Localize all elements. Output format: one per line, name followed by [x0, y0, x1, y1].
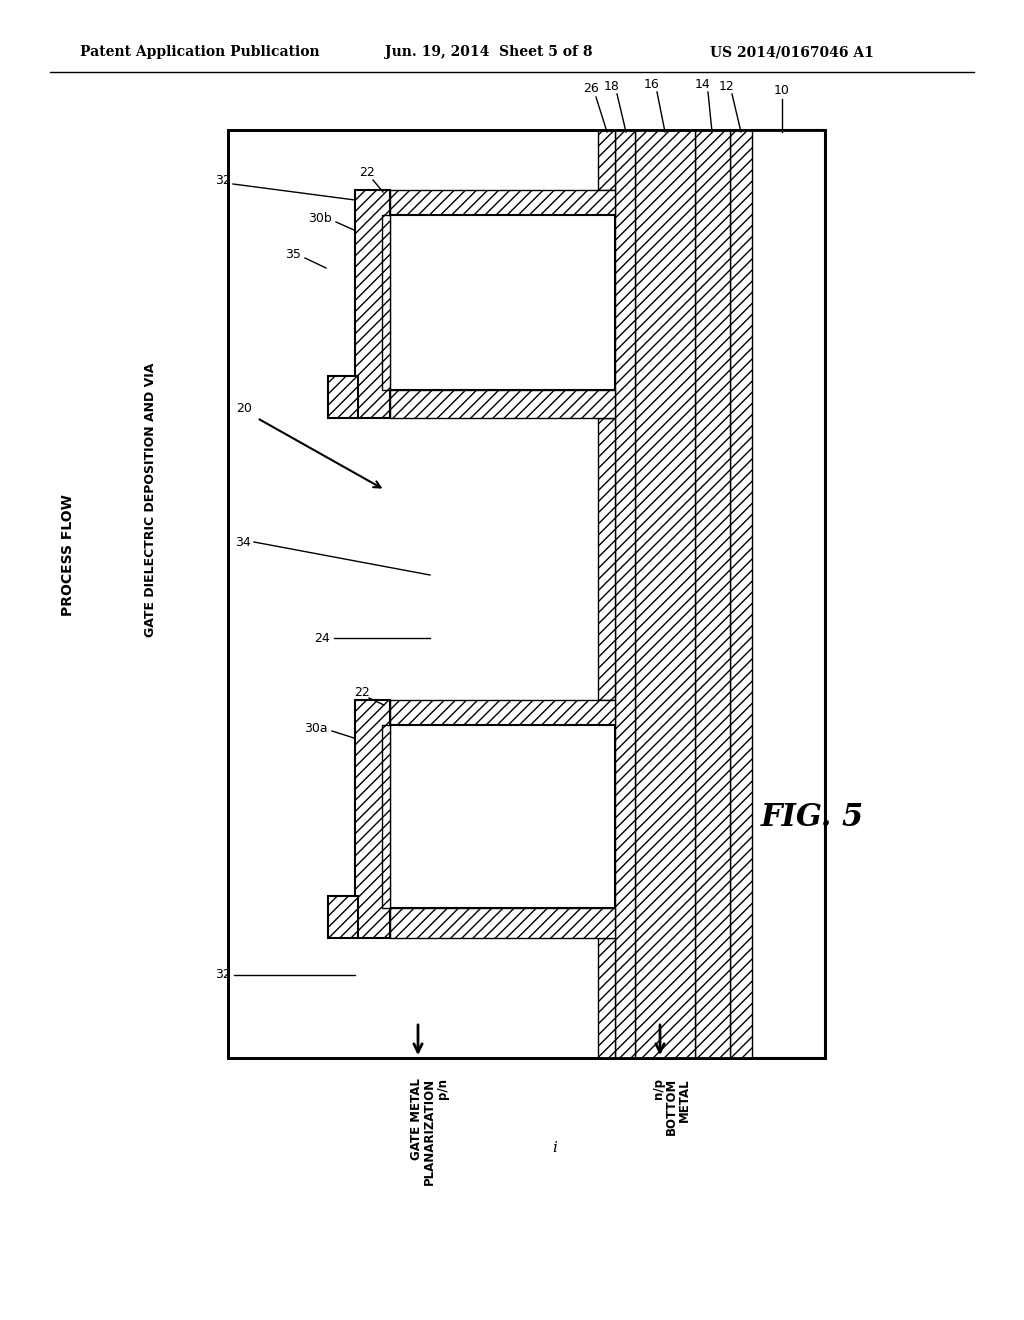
Bar	[382, 725, 390, 908]
Text: 24: 24	[314, 631, 330, 644]
Text: i: i	[553, 1140, 557, 1155]
Text: BOTTOM: BOTTOM	[665, 1078, 678, 1135]
Bar	[390, 190, 615, 215]
Text: 16: 16	[644, 78, 659, 91]
Bar	[228, 129, 825, 1059]
Text: 32: 32	[215, 969, 230, 982]
Text: GATE METAL: GATE METAL	[410, 1078, 423, 1160]
Text: 30a: 30a	[304, 722, 328, 734]
Bar	[390, 389, 615, 418]
Bar	[390, 700, 615, 725]
Text: Patent Application Publication: Patent Application Publication	[80, 45, 319, 59]
Bar	[328, 896, 358, 939]
Bar	[355, 190, 390, 418]
Bar	[328, 376, 358, 418]
Text: p/n: p/n	[435, 1078, 449, 1100]
Text: 34: 34	[236, 536, 251, 549]
Text: 10: 10	[774, 84, 790, 98]
Text: 18: 18	[604, 79, 620, 92]
Text: METAL: METAL	[678, 1078, 690, 1122]
Bar	[382, 215, 390, 389]
Text: 26: 26	[583, 82, 599, 95]
Bar	[730, 129, 752, 1059]
Text: 32: 32	[215, 173, 230, 186]
Bar	[390, 215, 615, 389]
Text: n/p: n/p	[651, 1078, 665, 1100]
Text: 30b: 30b	[308, 211, 332, 224]
Bar	[390, 725, 615, 908]
Bar	[695, 129, 730, 1059]
Bar	[752, 129, 825, 1059]
Text: 14: 14	[695, 78, 711, 91]
Text: 12: 12	[719, 79, 735, 92]
Text: 22: 22	[359, 165, 375, 178]
Text: 20: 20	[237, 401, 252, 414]
Bar	[598, 939, 615, 1059]
Text: FIG. 5: FIG. 5	[761, 803, 863, 833]
Text: GATE DIELECTRIC DEPOSITION AND VIA: GATE DIELECTRIC DEPOSITION AND VIA	[143, 363, 157, 638]
Text: PLANARIZATION: PLANARIZATION	[423, 1078, 435, 1185]
Bar	[355, 700, 390, 939]
Bar	[390, 908, 615, 939]
Text: Jun. 19, 2014  Sheet 5 of 8: Jun. 19, 2014 Sheet 5 of 8	[385, 45, 593, 59]
Bar	[598, 418, 615, 700]
Bar	[635, 129, 695, 1059]
Text: 22: 22	[354, 685, 370, 698]
Text: PROCESS FLOW: PROCESS FLOW	[61, 494, 75, 616]
Text: US 2014/0167046 A1: US 2014/0167046 A1	[710, 45, 873, 59]
Bar	[615, 129, 635, 1059]
Text: 35: 35	[285, 248, 301, 261]
Bar	[228, 129, 825, 1059]
Bar	[598, 129, 615, 190]
